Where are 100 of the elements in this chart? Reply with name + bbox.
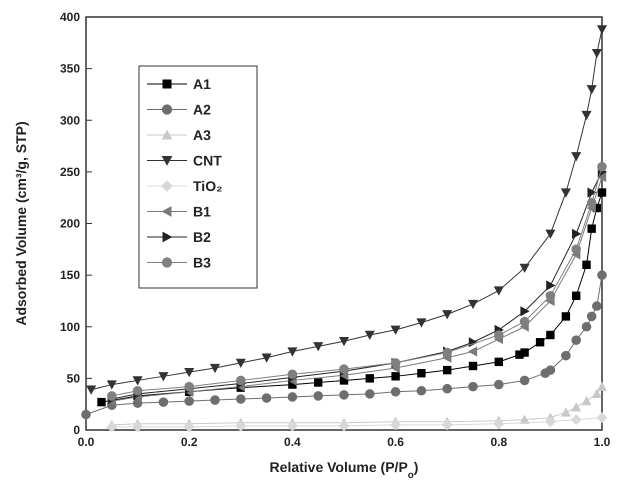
point — [443, 366, 452, 374]
point — [468, 346, 478, 357]
y-tick-label: 200 — [60, 216, 80, 230]
y-tick-label: 150 — [60, 268, 80, 282]
point — [236, 358, 246, 368]
point — [365, 389, 375, 399]
point — [520, 376, 530, 386]
point — [236, 394, 246, 404]
point — [210, 395, 220, 405]
point — [592, 48, 602, 58]
point — [287, 347, 298, 357]
legend-label: B3 — [193, 254, 212, 270]
point — [546, 365, 556, 375]
point — [184, 421, 195, 432]
point — [560, 188, 571, 198]
x-axis-title: Relative Volume (P/P$_{o}$) — [270, 459, 418, 480]
point — [571, 335, 581, 345]
point — [572, 292, 580, 300]
point — [338, 337, 350, 346]
y-tick-label: 0 — [73, 423, 80, 437]
point — [235, 420, 246, 432]
point — [571, 152, 582, 162]
point — [544, 416, 556, 428]
point — [536, 338, 544, 346]
point — [132, 376, 143, 386]
y-tick-label: 250 — [60, 164, 80, 179]
y-tick-label: 350 — [60, 62, 80, 76]
point — [581, 110, 592, 120]
legend-label: B1 — [193, 204, 212, 220]
point — [571, 402, 582, 412]
point — [106, 421, 118, 432]
point — [288, 369, 298, 380]
point — [339, 364, 349, 374]
point — [107, 391, 117, 401]
point — [390, 419, 402, 430]
y-tick-label: 100 — [60, 320, 80, 334]
point — [571, 244, 581, 254]
y-tick-label: 300 — [60, 113, 80, 128]
point — [338, 420, 350, 432]
point — [587, 224, 596, 233]
legend-label: TiO₂ — [193, 178, 222, 194]
point — [262, 354, 272, 363]
x-tick-label: 1.0 — [594, 435, 611, 449]
point — [494, 286, 504, 296]
point — [520, 264, 530, 273]
x-tick-label: 0.4 — [284, 435, 302, 449]
point — [106, 380, 117, 390]
point — [582, 260, 591, 269]
point — [582, 322, 592, 332]
point — [184, 396, 194, 406]
point — [416, 386, 426, 396]
point — [81, 410, 91, 420]
point — [184, 368, 194, 378]
y-tick-label: 50 — [66, 371, 80, 386]
point — [468, 300, 478, 310]
point — [545, 230, 556, 239]
point — [132, 386, 142, 396]
point — [468, 362, 478, 370]
x-tick-label: 0.2 — [180, 435, 198, 449]
point — [596, 412, 608, 424]
point — [597, 270, 607, 280]
point — [236, 376, 246, 386]
point — [286, 420, 298, 432]
point — [586, 198, 596, 208]
point — [520, 306, 530, 316]
y-tick-label: 400 — [60, 10, 80, 24]
point — [417, 369, 426, 378]
point — [520, 348, 529, 357]
legend-label: A3 — [193, 127, 212, 143]
point — [468, 382, 478, 392]
point — [313, 342, 324, 352]
point — [184, 382, 194, 392]
point — [158, 397, 168, 407]
point — [546, 330, 555, 340]
point — [339, 390, 349, 400]
point — [314, 378, 322, 387]
y-axis-title: Adsorbed Volume (cm³/g, STP) — [13, 121, 29, 326]
point — [364, 330, 375, 340]
point — [288, 392, 298, 402]
point — [391, 372, 400, 381]
point — [572, 228, 582, 239]
point — [570, 414, 582, 426]
point — [442, 384, 452, 394]
point — [598, 188, 606, 197]
legend-label: A2 — [193, 102, 212, 118]
point — [97, 398, 106, 406]
point — [546, 280, 556, 290]
point — [494, 358, 503, 366]
point — [592, 301, 602, 311]
point — [442, 419, 453, 430]
x-tick-label: 0.0 — [78, 435, 95, 449]
point — [390, 387, 400, 397]
point — [132, 421, 144, 432]
point — [586, 312, 596, 322]
point — [596, 25, 608, 34]
legend-label: B2 — [193, 229, 212, 245]
point — [592, 388, 602, 398]
point — [561, 350, 571, 360]
point — [581, 396, 592, 406]
x-tick-label: 0.6 — [387, 435, 404, 449]
